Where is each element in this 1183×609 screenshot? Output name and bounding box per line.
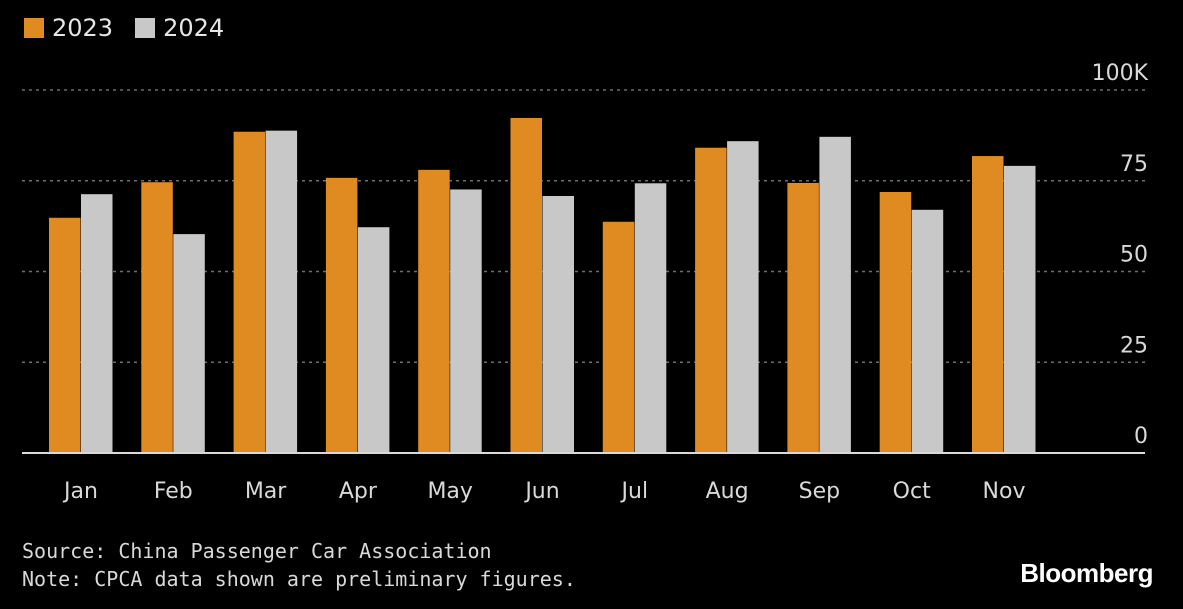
x-tick-label-feb: Feb: [154, 479, 193, 504]
y-tick-label-0: 0: [1134, 424, 1148, 449]
bar-2023-aug: [695, 147, 727, 454]
bar-2024-may: [450, 189, 482, 453]
bar-chart: 0 25 50 75 100K Jan Feb Mar Apr May Jun Jul Aug Sep Oc…: [22, 61, 1149, 504]
data-note: Note: CPCA data shown are preliminary fi…: [22, 567, 576, 591]
x-tick-label-nov: Nov: [983, 479, 1026, 504]
bar-2023-jun: [510, 117, 542, 454]
bar-2023-oct: [879, 192, 912, 454]
bar-2023-jul: [602, 221, 635, 453]
bar-2024-mar: [265, 130, 298, 453]
bar-2023-feb: [141, 182, 173, 453]
legend-label-2023: 2023: [52, 14, 114, 42]
legend: 2023 2024: [24, 14, 224, 42]
bar-2023-jan: [49, 217, 81, 453]
bloomberg-logo: Bloomberg: [1020, 558, 1153, 588]
legend-item-2024: 2024: [135, 14, 224, 42]
bar-2024-jul: [634, 183, 667, 453]
legend-swatch-2024: [135, 18, 156, 38]
x-tick-label-jul: Jul: [620, 479, 649, 504]
legend-item-2023: 2023: [24, 14, 113, 42]
x-tick-label-oct: Oct: [893, 479, 931, 504]
x-tick-label-sep: Sep: [799, 479, 840, 504]
bar-2023-mar: [233, 131, 266, 453]
legend-swatch-2023: [24, 18, 44, 38]
bar-2024-apr: [357, 227, 390, 453]
x-tick-label-aug: Aug: [706, 479, 749, 504]
footer: Source: China Passenger Car Association …: [22, 537, 576, 593]
bar-2023-apr: [325, 177, 358, 453]
bar-2024-jun: [542, 195, 574, 453]
bar-2024-jan: [81, 194, 113, 453]
legend-label-2024: 2024: [163, 14, 225, 42]
bar-2024-oct: [911, 209, 944, 453]
y-tick-label-50: 50: [1120, 243, 1148, 268]
x-tick-label-jan: Jan: [62, 479, 98, 504]
y-tick-label-100: 100K: [1092, 61, 1149, 86]
bar-2024-nov: [1004, 165, 1036, 453]
bar-2024-sep: [819, 136, 851, 453]
bar-2023-sep: [787, 182, 819, 454]
bar-2023-may: [418, 169, 450, 454]
source-note: Source: China Passenger Car Association: [22, 539, 492, 563]
x-tick-label-apr: Apr: [339, 479, 378, 504]
bar-2023-nov: [972, 156, 1004, 454]
x-tick-label-may: May: [427, 479, 472, 504]
bar-2024-feb: [173, 234, 205, 453]
y-tick-label-25: 25: [1120, 333, 1148, 358]
x-tick-label-jun: Jun: [523, 479, 559, 504]
y-tick-label-75: 75: [1120, 152, 1148, 177]
x-tick-label-mar: Mar: [245, 479, 287, 504]
bar-2024-aug: [727, 141, 759, 454]
